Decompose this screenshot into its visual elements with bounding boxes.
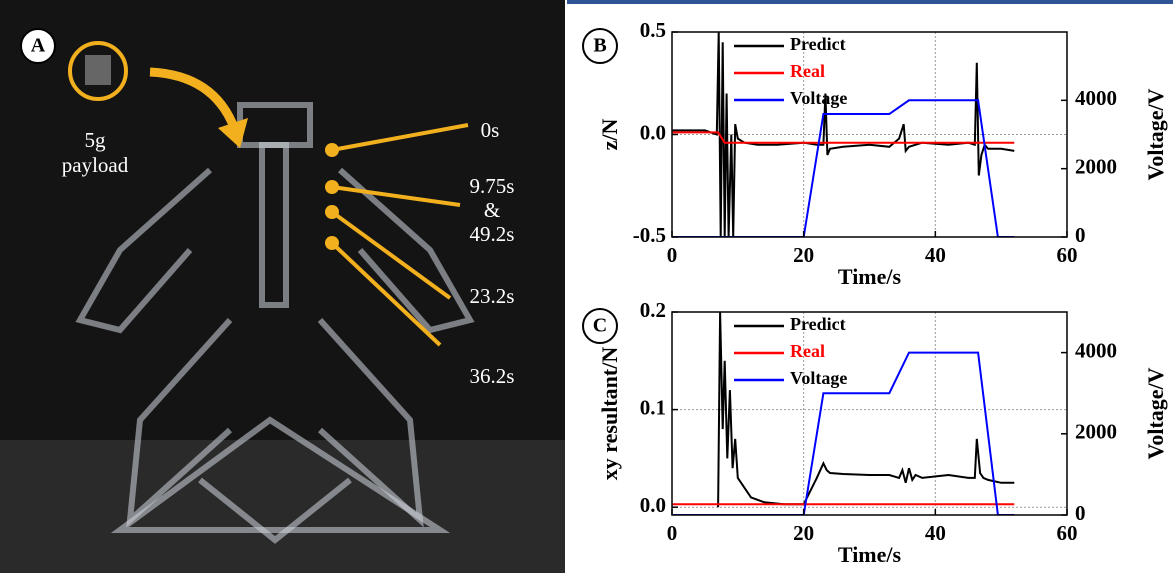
x-tick-label: 0: [667, 243, 678, 267]
plot-lines: [672, 312, 1014, 515]
photo-panel: A 5g payload 0s 9.75s & 49.2s 23.2s 36.2…: [0, 0, 565, 573]
x-axis-label: Time/s: [838, 542, 902, 567]
y-tick-label: -0.5: [633, 223, 666, 247]
legend-label: Voltage: [790, 368, 847, 388]
legend-label: Voltage: [790, 88, 847, 108]
figure: A 5g payload 0s 9.75s & 49.2s 23.2s 36.2…: [0, 0, 1173, 573]
weight: [85, 55, 111, 85]
plot-lines: [672, 32, 1014, 237]
y2-tick-label: 2000: [1075, 420, 1117, 444]
x-tick-label: 20: [793, 243, 814, 267]
y-tick-label: 0.2: [640, 298, 666, 322]
y-axis-label: xy resultant/N: [597, 347, 622, 481]
time-label: 23.2s: [470, 284, 515, 308]
y2-tick-label: 4000: [1075, 86, 1117, 110]
panel-label: B: [593, 35, 606, 57]
x-tick-label: 40: [925, 521, 946, 545]
y-tick-label: 0.0: [640, 120, 666, 144]
y2-tick-label: 2000: [1075, 154, 1117, 178]
table: [0, 440, 565, 573]
x-tick-label: 20: [793, 521, 814, 545]
panel-label: C: [593, 315, 607, 337]
x-tick-label: 40: [925, 243, 946, 267]
legend-label: Predict: [790, 314, 846, 334]
y2-axis-label: Voltage/V: [1143, 88, 1168, 180]
time-label: 36.2s: [470, 364, 515, 388]
payload-text: 5g: [85, 128, 107, 152]
legend-label: Predict: [790, 34, 846, 54]
panel-label: A: [31, 35, 46, 57]
y-tick-label: 0.0: [640, 493, 666, 517]
time-label: 9.75s: [470, 174, 515, 198]
payload-text: payload: [62, 153, 129, 177]
y-tick-label: 0.1: [640, 395, 666, 419]
time-label: 49.2s: [470, 222, 515, 246]
y2-tick-label: 0: [1075, 223, 1086, 247]
time-label: &: [484, 198, 500, 222]
y-axis-label: z/N: [597, 119, 622, 151]
y2-tick-label: 0: [1075, 501, 1086, 525]
series-line: [672, 32, 1014, 237]
time-label: 0s: [481, 118, 500, 142]
legend-label: Real: [790, 61, 825, 81]
y-tick-label: 0.5: [640, 18, 666, 42]
y2-axis-label: Voltage/V: [1143, 367, 1168, 459]
x-axis-label: Time/s: [838, 264, 902, 289]
legend-label: Real: [790, 341, 825, 361]
y2-tick-label: 4000: [1075, 338, 1117, 362]
x-tick-label: 0: [667, 521, 678, 545]
top-bar: [567, 0, 1173, 4]
